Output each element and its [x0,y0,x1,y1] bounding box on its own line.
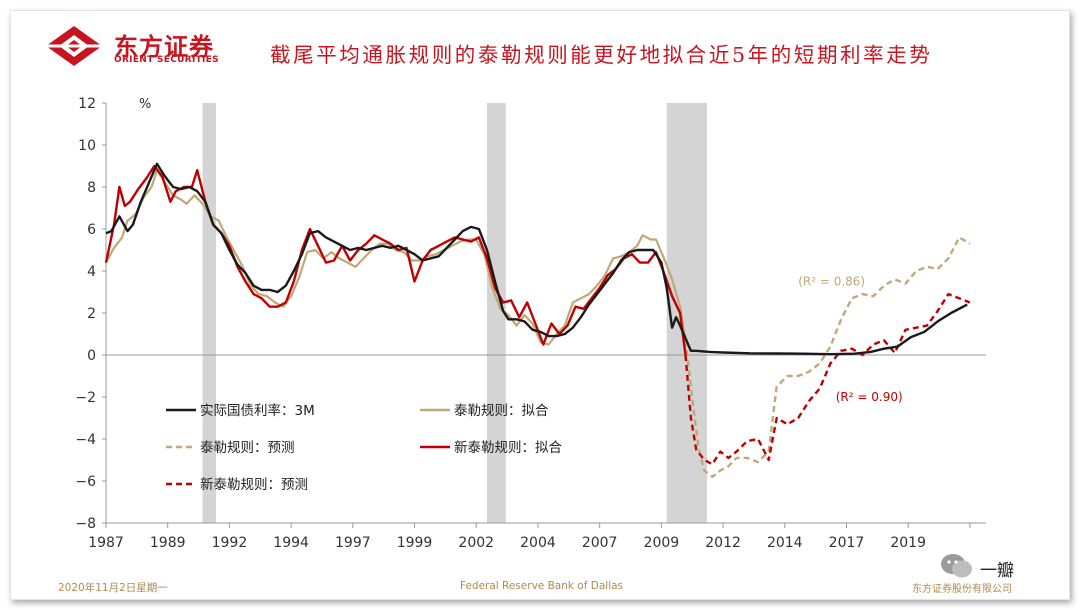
footer-source: Federal Reserve Bank of Dallas [460,580,624,592]
logo-cn-text: 东方证券 [114,33,214,61]
slide [10,10,1070,600]
orient-securities-logo: 东方证券 ORIENT SECURITIES [44,24,254,72]
wechat-icon [941,554,972,578]
footer-date: 2020年11月2日星期一 [58,582,168,594]
logo-en-text: ORIENT SECURITIES [114,55,219,65]
slide-title: 截尾平均通胀规则的泰勒规则能更好地拟合近5年的短期利率走势 [270,43,933,67]
watermark-text: 一瓣 [980,561,1014,581]
footer-company: 东方证券股份有限公司 [912,584,1012,595]
watermark: 一瓣 [940,552,1050,582]
logo-mark-icon [46,26,102,66]
